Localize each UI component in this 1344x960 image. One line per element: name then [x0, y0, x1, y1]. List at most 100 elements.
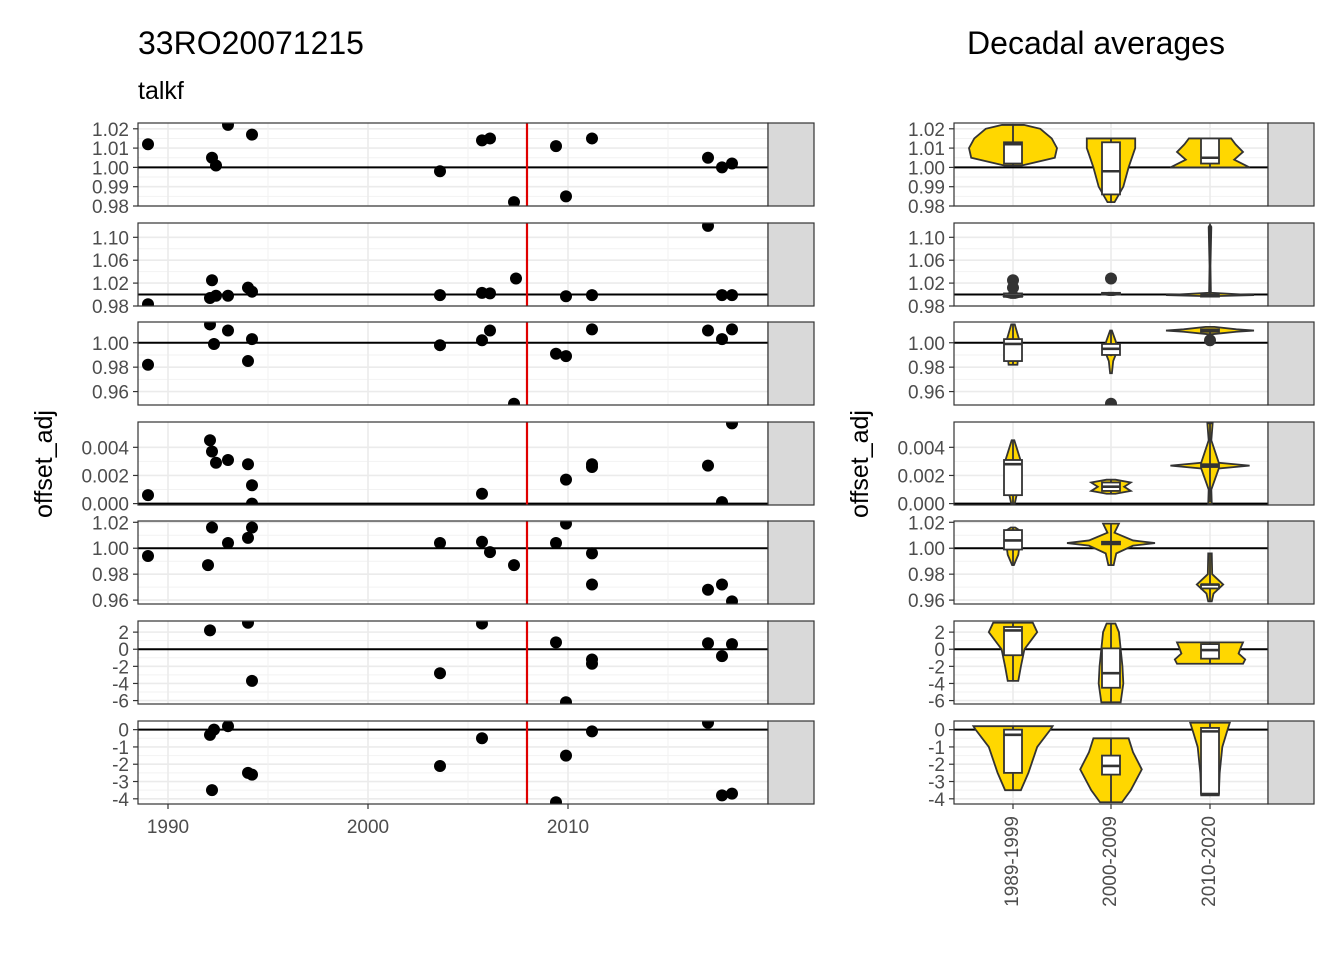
- scatter-y-tick-label: 1.06: [92, 251, 129, 272]
- data-point: [484, 132, 496, 145]
- data-point: [560, 190, 572, 203]
- violin-y-tick-label: 0: [934, 721, 945, 742]
- violin-y-tick-label: 1.02: [908, 274, 945, 295]
- data-point: [716, 289, 728, 302]
- violin-facet-strip: [1267, 222, 1315, 307]
- data-point: [222, 123, 234, 131]
- data-point: [716, 789, 728, 802]
- scatter-y-tick-label: 0.96: [92, 591, 129, 612]
- violin-facet-strip: [1267, 421, 1315, 506]
- data-point: [726, 289, 738, 302]
- data-point: [726, 595, 738, 604]
- data-point: [246, 497, 258, 505]
- data-point: [434, 165, 446, 178]
- data-point: [142, 138, 154, 151]
- violin-y-tick-label: -4: [928, 674, 945, 695]
- data-point: [702, 324, 714, 337]
- violin-y-tick-label: 0.98: [908, 358, 945, 379]
- boxplot-box: [1200, 137, 1220, 165]
- boxplot-box: [1003, 626, 1023, 657]
- scatter-y-tick-label: 0.004: [81, 438, 129, 459]
- violin-y-tick-label: -1: [928, 738, 945, 759]
- data-point: [716, 161, 728, 174]
- data-point: [726, 157, 738, 170]
- data-point: [476, 732, 488, 745]
- scatter-y-tick-label: 1.00: [92, 158, 129, 179]
- violin-y-tick-label: 1.01: [908, 139, 945, 160]
- violin-plot-area: [954, 522, 1268, 603]
- violin-y-tick-label: 0.000: [897, 495, 945, 516]
- scatter-y-tick-label: 0: [118, 640, 129, 661]
- scatter-y-tick-label: 0.98: [92, 565, 129, 586]
- data-point: [550, 537, 562, 550]
- data-point: [202, 559, 214, 572]
- data-point: [716, 578, 728, 591]
- violin-y-tick-label: -2: [928, 657, 945, 678]
- scatter-y-tick-label: 0.002: [81, 466, 129, 487]
- data-point: [246, 285, 258, 298]
- scatter-panel-background: [138, 123, 768, 206]
- data-point: [550, 140, 562, 153]
- violin-plot-area: [954, 223, 1268, 299]
- scatter-facet-strip: [767, 321, 815, 406]
- violin-y-tick-label: -6: [928, 692, 945, 713]
- violin-panel-talk: 20-2-4-6talk: [928, 620, 1315, 713]
- data-point: [510, 272, 522, 285]
- scatter-y-tick-label: 0.98: [92, 358, 129, 379]
- violin-x-tick-label: 2010-2020: [1199, 816, 1220, 907]
- data-point: [242, 355, 254, 368]
- scatter-y-tick-label: 1.00: [92, 539, 129, 560]
- scatter-y-tick-label: -2: [112, 657, 129, 678]
- data-point: [476, 621, 488, 630]
- violin-y-tick-label: 0.99: [908, 178, 945, 199]
- data-point: [484, 287, 496, 300]
- violin-y-tick-label: 0.004: [897, 438, 945, 459]
- scatter-facet-strip: [767, 720, 815, 805]
- violin-plot-area: [954, 422, 1268, 505]
- boxplot-box: [1003, 459, 1023, 497]
- scatter-x-tick-label: 2010: [547, 817, 589, 838]
- data-point: [208, 723, 220, 736]
- data-point: [242, 531, 254, 544]
- scatter-panel-tco2: 0-1-2-3-4tco2: [112, 720, 815, 811]
- data-point: [586, 547, 598, 560]
- data-point: [434, 537, 446, 550]
- data-point: [550, 796, 562, 804]
- data-point: [222, 289, 234, 302]
- scatter-panel-phosphate: 1.000.980.96phosphate: [92, 321, 815, 406]
- violin-facet-strip: [1267, 321, 1315, 406]
- violin-plot-area: [954, 124, 1268, 204]
- boxplot-outlier: [1007, 281, 1019, 294]
- scatter-y-tick-label: 1.01: [92, 139, 129, 160]
- violin-x-tick-label: 1989-1999: [1002, 816, 1023, 907]
- scatter-panel-talk: 20-2-4-6talk: [112, 620, 815, 713]
- data-point: [508, 196, 520, 206]
- violin-y-tick-label: 1.00: [908, 539, 945, 560]
- data-point: [702, 151, 714, 164]
- scatter-facet-strip: [767, 222, 815, 307]
- scatter-panels: 1.021.011.000.990.98nitrate1.101.061.020…: [81, 120, 815, 811]
- scatter-y-tick-label: 0.99: [92, 178, 129, 199]
- scatter-y-tick-label: 1.10: [92, 228, 129, 249]
- data-point: [726, 638, 738, 651]
- scatter-y-tick-label: 2: [118, 623, 129, 644]
- scatter-panel-silicate: 1.021.000.980.96silicate: [92, 513, 815, 612]
- left-title: 33RO20071215: [138, 25, 364, 61]
- scatter-y-tick-label: 1.02: [92, 274, 129, 295]
- data-point: [550, 636, 562, 649]
- data-point: [476, 334, 488, 347]
- violin-y-tick-label: 0.002: [897, 466, 945, 487]
- boxplot-box: [1003, 728, 1023, 774]
- data-point: [206, 784, 218, 797]
- boxplot-outlier: [1105, 397, 1117, 405]
- scatter-y-tick-label: 1.02: [92, 513, 129, 534]
- violin-facet-strip: [1267, 122, 1315, 207]
- data-point: [716, 650, 728, 663]
- data-point: [702, 223, 714, 232]
- data-point: [586, 289, 598, 302]
- data-point: [222, 537, 234, 550]
- scatter-y-tick-label: 0.96: [92, 383, 129, 404]
